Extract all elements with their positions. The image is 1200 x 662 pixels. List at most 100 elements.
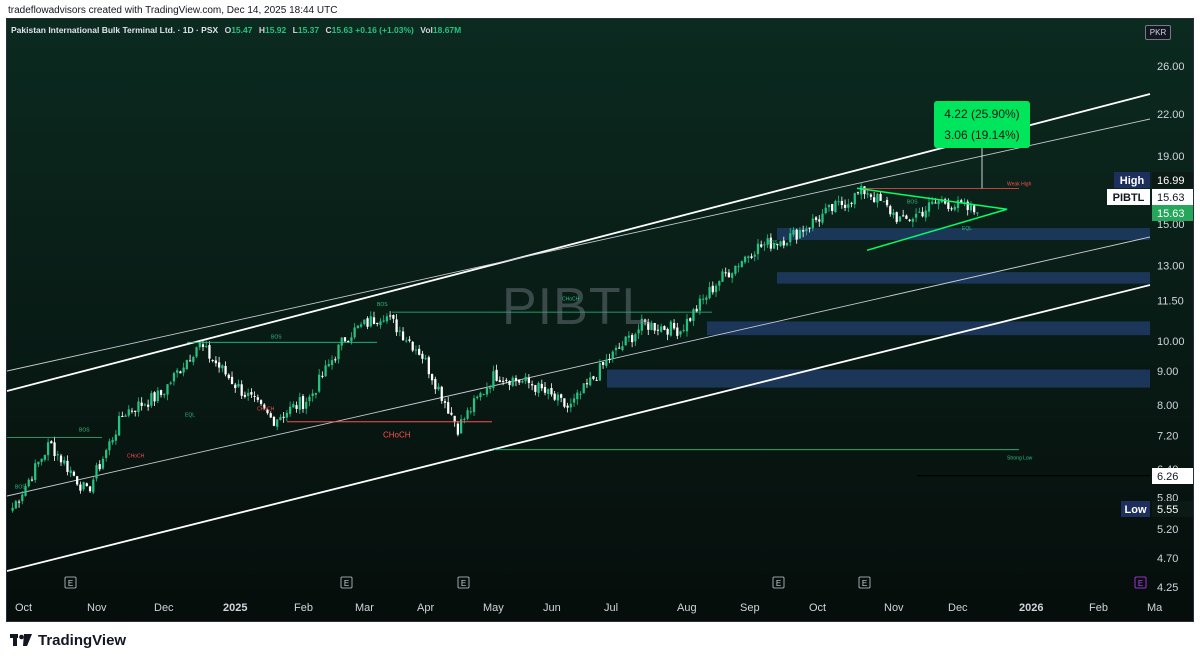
candle-body-23	[85, 483, 88, 486]
high-price-label-value-bg	[1152, 172, 1193, 188]
candle-body-9	[40, 458, 43, 462]
candle-body-274	[895, 212, 898, 223]
candle-body-154	[508, 381, 511, 386]
y-tick-label-8: 8.00	[1157, 400, 1178, 412]
current-price-label-value: 15.63	[1157, 208, 1185, 220]
annotation-3: CHoCH	[562, 296, 580, 302]
candle-body-224	[734, 265, 737, 274]
candle-body-31	[111, 439, 114, 443]
candle-body-213	[698, 298, 702, 311]
last-price-label-value: 15.63	[1157, 192, 1185, 204]
candle-body-53	[182, 367, 185, 373]
candle-body-55	[188, 360, 192, 362]
candle-body-76	[256, 397, 259, 400]
candle-body-77	[259, 400, 263, 404]
candle-body-231	[756, 243, 760, 255]
level-price-label-value: 6.26	[1157, 471, 1178, 483]
chart-frame[interactable]: 26.00 22.00 19.00 15.00 13.00 11.50 10.00 9.00 8…	[6, 18, 1194, 622]
candle-body-140	[463, 418, 466, 420]
candle-body-255	[834, 201, 837, 213]
candle-body-93	[311, 393, 314, 397]
candle-body-229	[750, 256, 753, 258]
candle-body-136	[450, 412, 453, 415]
candle-body-275	[898, 216, 902, 222]
candle-body-38	[134, 410, 137, 412]
x-tick-label-15: 2026	[1019, 602, 1043, 614]
chart-svg[interactable]: 26.00 22.00 19.00 15.00 13.00 11.50 10.00 9.00 8…	[7, 19, 1194, 622]
candle-body-166	[547, 389, 550, 395]
candle-body-58	[198, 342, 201, 348]
candle-body-184	[605, 359, 608, 366]
symbol-legend: Pakistan International Bulk Terminal Ltd…	[11, 25, 461, 35]
channel-lower-mid-line	[7, 236, 1151, 497]
candle-body-289	[943, 199, 947, 204]
candle-body-65	[221, 365, 224, 369]
candle-body-276	[902, 215, 905, 217]
candle-body-91	[305, 401, 308, 409]
candle-body-141	[466, 410, 469, 419]
candle-body-146	[482, 393, 485, 395]
candle-body-262	[856, 192, 860, 194]
candle-body-199	[653, 322, 656, 331]
candle-body-163	[537, 382, 540, 393]
candle-body-214	[701, 298, 705, 300]
earnings-marker-4	[858, 576, 871, 589]
candle-body-85	[285, 412, 289, 418]
candle-body-41	[143, 404, 147, 406]
candle-body-118	[392, 314, 395, 319]
candle-body-3	[21, 494, 24, 502]
candle-body-273	[892, 212, 895, 215]
candle-body-171	[563, 398, 566, 407]
candle-body-89	[298, 397, 301, 410]
chart-caption: tradeflowadvisors created with TradingVi…	[8, 5, 338, 16]
candle-body-47	[163, 393, 166, 396]
candle-body-112	[372, 317, 376, 324]
candle-body-159	[524, 376, 527, 382]
candle-body-10	[43, 454, 47, 460]
candle-body-49	[169, 382, 172, 384]
volume-key: Vol	[420, 25, 433, 35]
candle-body-17	[66, 460, 69, 472]
candle-body-150	[495, 369, 498, 381]
currency-button[interactable]: PKR	[1145, 25, 1171, 40]
candle-body-219	[718, 281, 721, 286]
low-key: L	[292, 25, 298, 35]
y-tick-label-2: 19.00	[1157, 151, 1185, 163]
annotation-4: BOS	[79, 427, 90, 433]
low-price-label-name: Low	[1125, 504, 1147, 516]
candle-body-192	[631, 335, 634, 343]
low-price-label-value-bg	[1152, 501, 1193, 517]
channel-upper-mid-line	[7, 118, 1151, 372]
candle-body-198	[650, 322, 653, 330]
candle-body-133	[440, 386, 443, 401]
candle-body-117	[389, 315, 392, 317]
candle-body-90	[301, 396, 305, 409]
candle-body-188	[618, 347, 621, 349]
candle-body-241	[789, 233, 792, 243]
y-tick-label-14: 4.25	[1157, 582, 1178, 594]
candle-body-81	[272, 416, 276, 426]
candle-body-161	[530, 384, 534, 386]
candle-body-131	[434, 379, 437, 390]
candle-body-216	[708, 287, 711, 299]
candle-body-46	[159, 390, 163, 395]
candle-body-153	[505, 379, 508, 381]
volume-value: 18.67M	[432, 25, 462, 35]
candle-body-106	[353, 327, 356, 338]
candle-body-104	[347, 340, 350, 342]
candle-body-113	[376, 322, 379, 324]
candle-body-245	[802, 230, 805, 232]
y-tick-label-13: 4.70	[1157, 553, 1178, 565]
candle-body-78	[263, 404, 266, 409]
candle-body-56	[192, 356, 195, 363]
candle-body-191	[627, 335, 631, 338]
candle-body-29	[105, 450, 108, 459]
y-tick-label-4: 13.00	[1157, 260, 1185, 272]
candle-body-109	[363, 319, 366, 325]
candle-body-74	[250, 392, 253, 395]
candle-body-278	[908, 219, 911, 221]
candle-body-99	[330, 360, 334, 366]
candle-body-18	[69, 470, 72, 473]
last-price-label-value-bg	[1152, 189, 1193, 205]
candle-body-45	[156, 390, 159, 402]
